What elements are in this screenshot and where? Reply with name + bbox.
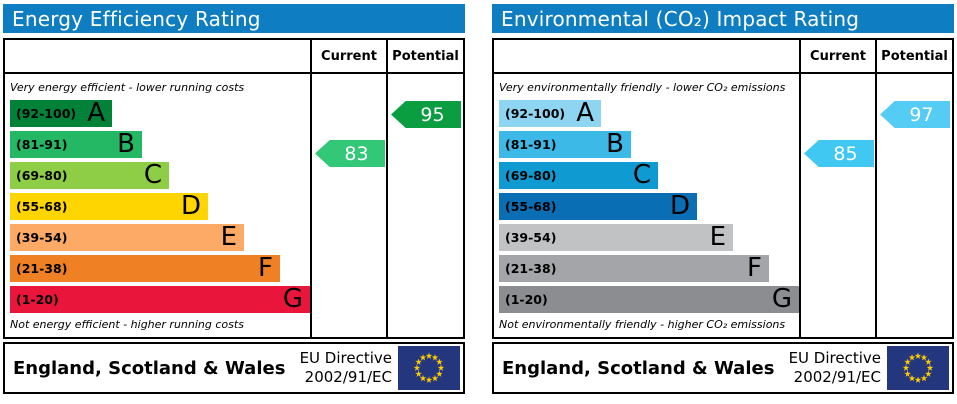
band-range: (81-91) xyxy=(16,137,68,152)
eu-directive-label: EU Directive 2002/91/EC xyxy=(788,349,881,386)
band-range: (92-100) xyxy=(505,106,566,121)
bottom-caption: Not energy efficient - higher running co… xyxy=(10,318,244,331)
potential-rating-arrow: 97 xyxy=(880,101,950,128)
bands-column: Very environmentally friendly - lower CO… xyxy=(494,74,799,337)
band-bar: (39-54) E xyxy=(499,224,733,251)
current-column: 83 xyxy=(310,74,386,337)
band-row-f: (21-38) F xyxy=(499,255,799,282)
footer: England, Scotland & Wales EU Directive 2… xyxy=(3,342,465,394)
band-bar: (92-100) A xyxy=(499,100,601,127)
band-bar: (39-54) E xyxy=(10,224,244,251)
band-bar: (21-38) F xyxy=(10,255,280,282)
band-bar: (55-68) D xyxy=(10,193,208,220)
band-letter: F xyxy=(747,253,762,283)
current-column: 85 xyxy=(799,74,875,337)
potential-column: 97 xyxy=(875,74,952,337)
eu-flag-icon xyxy=(887,346,949,390)
band-letter: A xyxy=(87,98,105,128)
band-row-d: (55-68) D xyxy=(499,193,799,220)
band-row-b: (81-91) B xyxy=(499,131,799,158)
band-range: (69-80) xyxy=(505,168,557,183)
column-header-current: Current xyxy=(799,40,875,74)
band-bar: (92-100) A xyxy=(10,100,112,127)
column-header-potential: Potential xyxy=(875,40,952,74)
band-letter: D xyxy=(180,191,201,221)
eu-directive-label: EU Directive 2002/91/EC xyxy=(299,349,392,386)
band-row-e: (39-54) E xyxy=(10,224,310,251)
current-rating-value: 83 xyxy=(344,142,369,165)
band-letter: A xyxy=(576,98,594,128)
band-bar: (1-20) G xyxy=(499,286,799,313)
current-rating-arrow: 83 xyxy=(315,140,385,167)
bands-column: Very energy efficient - lower running co… xyxy=(5,74,310,337)
column-header-current: Current xyxy=(310,40,386,74)
panel-title: Energy Efficiency Rating xyxy=(3,4,465,33)
band-row-d: (55-68) D xyxy=(10,193,310,220)
band-row-c: (69-80) C xyxy=(10,162,310,189)
band-row-c: (69-80) C xyxy=(499,162,799,189)
top-caption: Very environmentally friendly - lower CO… xyxy=(499,81,786,94)
top-caption: Very energy efficient - lower running co… xyxy=(10,81,245,94)
band-letter: C xyxy=(143,160,162,190)
potential-column: 95 xyxy=(386,74,463,337)
band-letter: D xyxy=(669,191,690,221)
band-letter: G xyxy=(282,284,303,314)
band-list: (92-100) A (81-91) B (69-80) C (55-68) D (39… xyxy=(5,100,310,313)
panel-title: Environmental (CO₂) Impact Rating xyxy=(492,4,954,33)
rating-table: Current Potential Very environmentally f… xyxy=(492,38,954,339)
band-letter: C xyxy=(632,160,651,190)
eu-flag-icon xyxy=(398,346,460,390)
energy-efficiency-panel: Energy Efficiency Rating Current Potenti… xyxy=(3,4,465,394)
band-range: (81-91) xyxy=(505,137,557,152)
band-range: (39-54) xyxy=(505,230,557,245)
band-range: (92-100) xyxy=(16,106,77,121)
band-range: (55-68) xyxy=(16,199,68,214)
band-letter: E xyxy=(709,222,726,252)
band-range: (55-68) xyxy=(505,199,557,214)
header-empty-cell xyxy=(5,40,310,74)
band-row-g: (1-20) G xyxy=(10,286,310,313)
band-letter: B xyxy=(117,129,135,159)
footer: England, Scotland & Wales EU Directive 2… xyxy=(492,342,954,394)
band-letter: F xyxy=(258,253,273,283)
potential-rating-value: 95 xyxy=(420,103,445,126)
band-bar: (81-91) B xyxy=(10,131,142,158)
band-range: (1-20) xyxy=(16,292,59,307)
region-label: England, Scotland & Wales xyxy=(13,357,286,379)
rating-table: Current Potential Very energy efficient … xyxy=(3,38,465,339)
band-list: (92-100) A (81-91) B (69-80) C (55-68) D (39… xyxy=(494,100,799,313)
current-rating-value: 85 xyxy=(833,142,858,165)
band-letter: B xyxy=(606,129,624,159)
bottom-caption: Not environmentally friendly - higher CO… xyxy=(499,318,786,331)
band-range: (39-54) xyxy=(16,230,68,245)
band-bar: (21-38) F xyxy=(499,255,769,282)
band-row-g: (1-20) G xyxy=(499,286,799,313)
potential-rating-value: 97 xyxy=(909,103,934,126)
band-range: (1-20) xyxy=(505,292,548,307)
band-bar: (81-91) B xyxy=(499,131,631,158)
band-row-a: (92-100) A xyxy=(499,100,799,127)
band-row-a: (92-100) A xyxy=(10,100,310,127)
band-range: (21-38) xyxy=(16,261,68,276)
band-bar: (55-68) D xyxy=(499,193,697,220)
band-range: (69-80) xyxy=(16,168,68,183)
environmental-impact-panel: Environmental (CO₂) Impact Rating Curren… xyxy=(492,4,954,394)
current-rating-arrow: 85 xyxy=(804,140,874,167)
band-bar: (1-20) G xyxy=(10,286,310,313)
band-row-f: (21-38) F xyxy=(10,255,310,282)
band-range: (21-38) xyxy=(505,261,557,276)
potential-rating-arrow: 95 xyxy=(391,101,461,128)
band-bar: (69-80) C xyxy=(10,162,169,189)
column-header-potential: Potential xyxy=(386,40,463,74)
band-letter: G xyxy=(771,284,792,314)
band-letter: E xyxy=(220,222,237,252)
header-empty-cell xyxy=(494,40,799,74)
region-label: England, Scotland & Wales xyxy=(502,357,775,379)
band-bar: (69-80) C xyxy=(499,162,658,189)
band-row-b: (81-91) B xyxy=(10,131,310,158)
band-row-e: (39-54) E xyxy=(499,224,799,251)
